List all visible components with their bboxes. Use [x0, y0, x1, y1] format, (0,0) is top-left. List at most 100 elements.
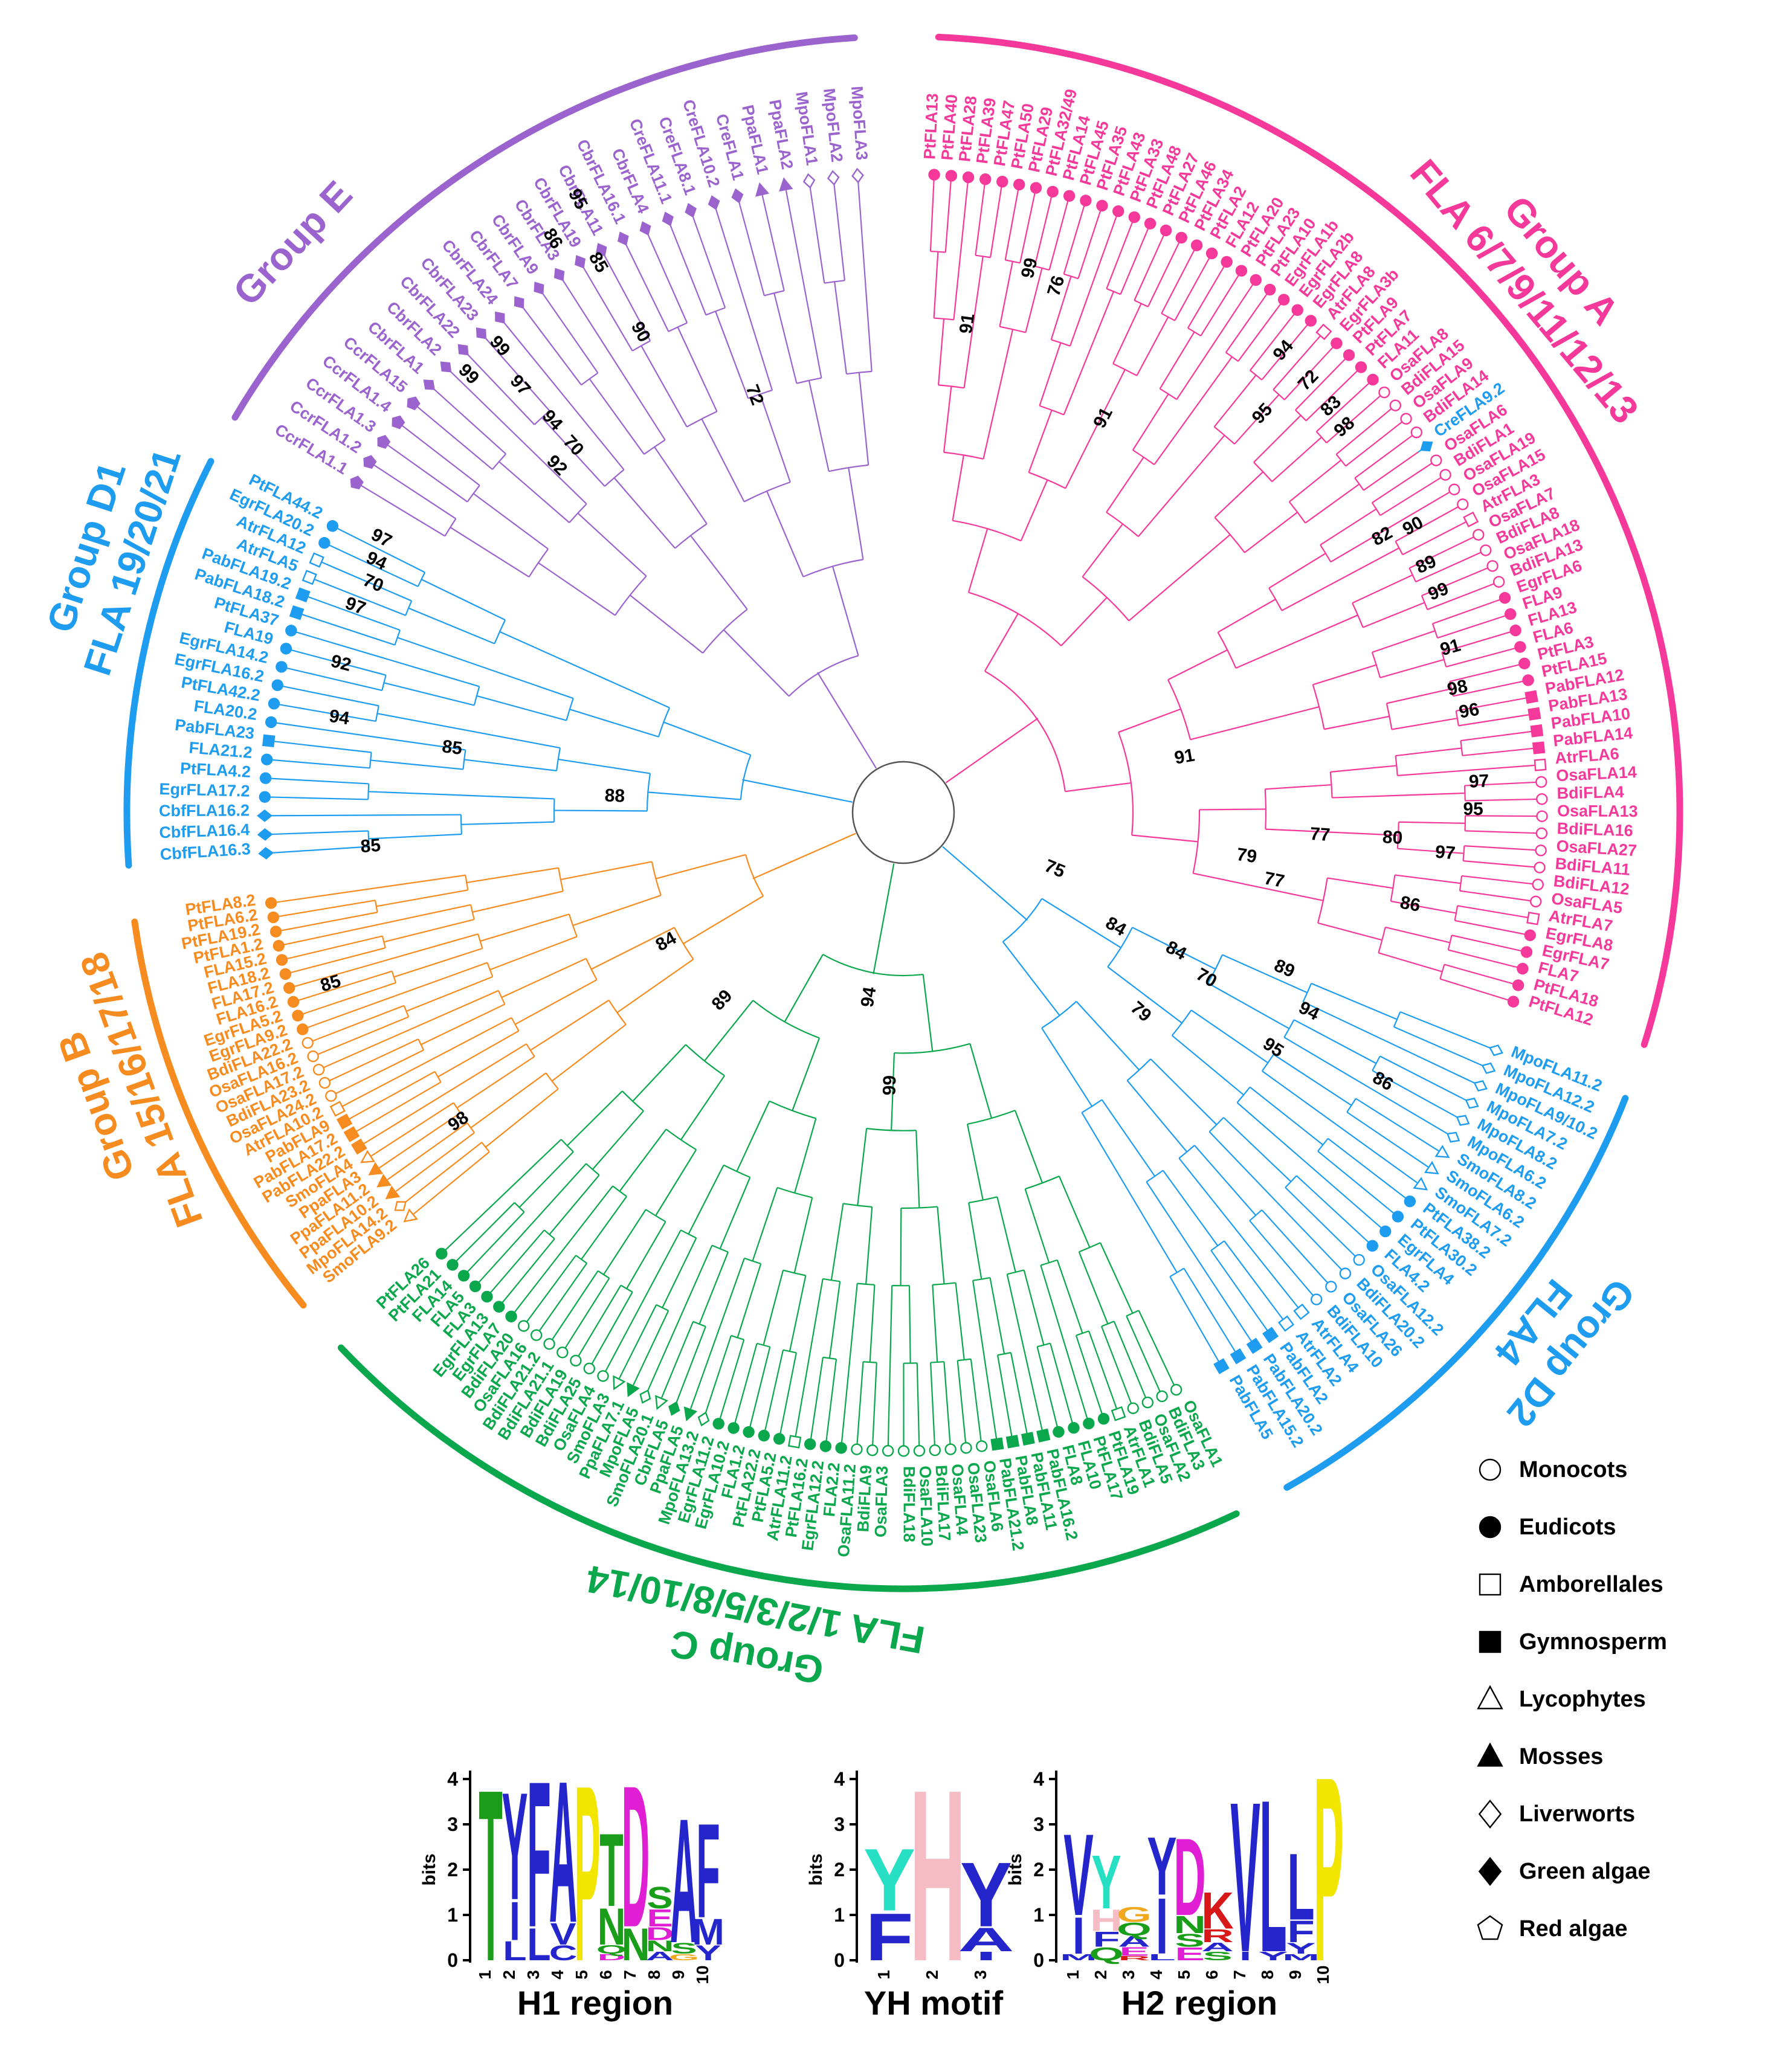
- branch-arc: [1192, 809, 1201, 874]
- legend-symbol-ot: [1477, 1685, 1503, 1710]
- taxon-symbol-oc: [1311, 1293, 1323, 1305]
- branch-line: [677, 327, 718, 412]
- taxon-symbol-fc: [1083, 1417, 1095, 1430]
- taxon-symbol-oc: [543, 1338, 555, 1350]
- logo-x-tick-label: 4: [548, 1970, 567, 1980]
- branch-line: [476, 695, 567, 721]
- logo-y-tick-label: 0: [1033, 1949, 1044, 1971]
- branch-arc: [705, 307, 726, 316]
- branch-line: [1518, 680, 1523, 683]
- branch-line: [764, 1425, 767, 1430]
- branch-line: [872, 1362, 877, 1440]
- branch-line: [501, 957, 587, 999]
- branch-arc: [1167, 679, 1191, 740]
- branch-line: [1081, 1112, 1178, 1273]
- branch-line: [916, 1363, 920, 1441]
- taxon-symbol-fd: [575, 255, 586, 269]
- branch-arc: [1210, 1240, 1225, 1251]
- branch-line: [580, 1285, 622, 1353]
- branch-line: [1401, 1194, 1406, 1199]
- legend-symbol-op: [1477, 1915, 1503, 1940]
- taxon-symbol-fs: [1262, 1327, 1279, 1343]
- tip-label: BdiFLA9: [854, 1465, 875, 1533]
- taxon-symbol-od: [1456, 1115, 1470, 1126]
- branch-line: [1036, 1346, 1057, 1423]
- taxon-symbol-ft: [627, 1382, 640, 1397]
- branch-line: [856, 1439, 859, 1444]
- tip-label: CbfFLA16.2: [159, 801, 250, 820]
- logo-letter-L: L: [527, 1919, 550, 1970]
- branch-arc: [598, 1270, 610, 1279]
- taxon-symbol-os: [302, 570, 317, 585]
- taxon-symbol-ft: [627, 1382, 640, 1397]
- taxon-symbol-fc: [1367, 373, 1379, 386]
- branch-line: [1453, 506, 1459, 510]
- taxon-symbol-fc: [493, 1301, 505, 1313]
- logo-y-axis-label: bits: [419, 1853, 439, 1885]
- branch-line: [816, 672, 877, 769]
- taxon-symbol-fc: [1264, 283, 1276, 296]
- taxon-symbol-fd: [1420, 441, 1433, 452]
- taxon-symbol-fc: [1514, 641, 1526, 653]
- taxon-symbol-od: [1481, 1062, 1496, 1074]
- taxon-symbol-fd: [731, 188, 744, 204]
- logo-letter-V: V: [1230, 1758, 1260, 1997]
- branch-line: [413, 1210, 418, 1215]
- branch-arc: [824, 280, 845, 284]
- branch-line: [456, 1256, 460, 1262]
- taxon-symbol-fc: [1517, 962, 1529, 975]
- taxon-symbol-fc: [1522, 674, 1534, 686]
- taxon-symbol-fc: [928, 169, 940, 181]
- branch-arc: [1187, 327, 1201, 336]
- branch-line: [1294, 1303, 1299, 1308]
- legend-symbol-op: [1477, 1915, 1503, 1940]
- branch-line: [1512, 965, 1518, 968]
- taxon-symbol-fp: [377, 435, 391, 449]
- legend-label: Amborellales: [1519, 1571, 1663, 1597]
- taxon-symbol-os: [1315, 323, 1332, 341]
- taxon-symbol-fd: [258, 847, 274, 860]
- branch-line: [1058, 1176, 1091, 1248]
- branch-line: [937, 318, 945, 385]
- legend-symbol-fc: [1479, 1516, 1502, 1539]
- logo-letter-N: N: [598, 1898, 626, 1956]
- taxon-symbol-oc: [1486, 560, 1499, 572]
- branch-line: [1183, 1267, 1234, 1348]
- branch-line: [865, 1206, 873, 1284]
- taxon-symbol-oc: [1141, 1396, 1154, 1409]
- taxon-symbol-fc: [481, 1290, 493, 1303]
- branch-arc: [1390, 875, 1396, 902]
- taxon-symbol-fc: [269, 925, 282, 938]
- branch-arc: [1217, 632, 1237, 669]
- branch-line: [466, 867, 559, 884]
- branch-line: [640, 345, 688, 428]
- branch-arc: [656, 1304, 669, 1311]
- taxon-symbol-fc: [457, 1270, 470, 1282]
- legend-symbol-op-icon: [1477, 1915, 1503, 1940]
- taxon-symbol-oc: [1430, 454, 1442, 466]
- branch-line: [825, 1436, 828, 1441]
- branch-line: [1271, 436, 1322, 483]
- branch-line: [967, 528, 989, 593]
- branch-line: [1174, 262, 1208, 321]
- taxon-symbol-ot: [613, 1375, 626, 1391]
- taxon-symbol-fp: [407, 396, 421, 411]
- branch-line: [792, 1037, 821, 1111]
- branch-line: [1213, 375, 1257, 428]
- branch-line: [629, 594, 703, 654]
- branch-arc: [843, 1203, 873, 1208]
- branch-line: [493, 1229, 545, 1290]
- branch-line: [450, 527, 530, 578]
- branch-arc: [1101, 1321, 1115, 1327]
- taxon-symbol-fc: [1522, 674, 1534, 686]
- branch-line: [1454, 919, 1520, 935]
- branch-line: [577, 512, 647, 577]
- branch-line: [489, 936, 578, 971]
- taxon-symbol-fc: [1053, 1426, 1065, 1438]
- logo-letter-T: T: [479, 1739, 502, 2013]
- legend-label: Liverworts: [1519, 1801, 1636, 1827]
- branch-line: [937, 1206, 945, 1284]
- branch-line: [1283, 1037, 1445, 1133]
- logo-letter-G: G: [1117, 1903, 1152, 1927]
- taxon-symbol-ft: [779, 177, 793, 192]
